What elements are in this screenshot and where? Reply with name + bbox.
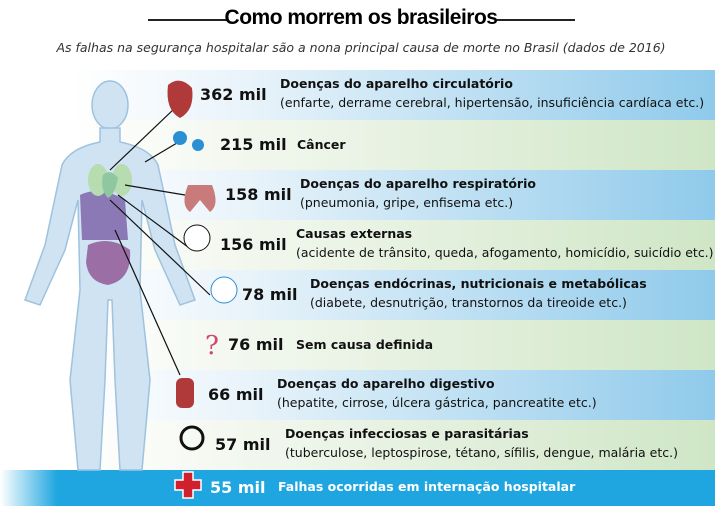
- cause-row: 55 mil Falhas ocorridas em internação hos…: [0, 470, 715, 506]
- cause: Causas externas: [296, 226, 413, 241]
- cause-detail: (acidente de trânsito, queda, afogamento…: [296, 245, 714, 260]
- cause: Doenças do aparelho respiratório: [300, 176, 536, 191]
- value: 156 mil: [220, 235, 287, 254]
- title-rule: [495, 19, 575, 21]
- subtitle: As falhas na segurança hospitalar são a …: [56, 40, 666, 55]
- title: Como morrem os brasileiros: [224, 6, 498, 29]
- cause: Falhas ocorridas em internação hospitala…: [278, 479, 576, 494]
- value: 55 mil: [210, 478, 266, 497]
- cause: Sem causa definida: [296, 337, 434, 352]
- value: 57 mil: [215, 435, 271, 454]
- title-rule: [148, 19, 228, 21]
- cause: Doenças infecciosas e parasitárias: [285, 426, 529, 441]
- cause-detail: (pneumonia, gripe, enfisema etc.): [300, 195, 514, 210]
- value: 76 mil: [228, 335, 284, 354]
- cause: Doenças endócrinas, nutricionais e metab…: [310, 276, 647, 291]
- value: 66 mil: [208, 385, 264, 404]
- value: 215 mil: [220, 135, 287, 154]
- cause: Doenças do aparelho circulatório: [280, 76, 513, 91]
- svg-text:?: ?: [205, 331, 219, 361]
- value: 158 mil: [225, 185, 292, 204]
- cause-detail: (hepatite, cirrose, úlcera gástrica, pan…: [277, 395, 597, 410]
- cause: Câncer: [297, 137, 346, 152]
- value: 362 mil: [200, 85, 267, 104]
- cause-detail: (enfarte, derrame cerebral, hipertensão,…: [280, 95, 705, 110]
- cause-detail: (diabete, desnutrição, transtornos da ti…: [310, 295, 627, 310]
- value: 78 mil: [242, 285, 298, 304]
- cause-detail: (tuberculose, leptospirose, tétano, sífi…: [285, 445, 678, 460]
- cause: Doenças do aparelho digestivo: [277, 376, 495, 391]
